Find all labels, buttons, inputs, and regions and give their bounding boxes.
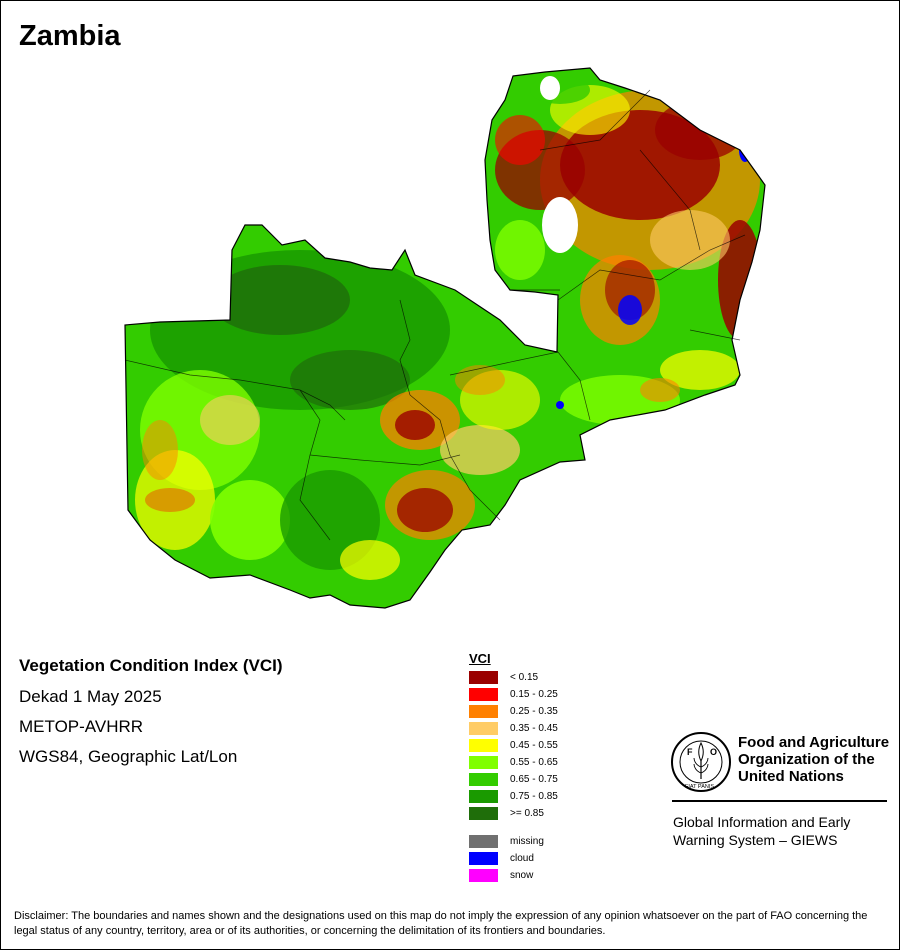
legend-label: 0.25 - 0.35	[510, 706, 558, 717]
legend-swatch-cloud	[469, 852, 498, 865]
legend-label: 0.55 - 0.65	[510, 757, 558, 768]
legend-swatch-045-055	[469, 739, 498, 752]
legend-label: 0.35 - 0.45	[510, 723, 558, 734]
map-title: Zambia	[19, 20, 121, 52]
legend-swatch-025-035	[469, 705, 498, 718]
legend-swatch-055-065	[469, 756, 498, 769]
legend-label: snow	[510, 870, 534, 881]
giews-name: Global Information and Early Warning Sys…	[673, 814, 851, 848]
legend-swatch-snow	[469, 869, 498, 882]
legend-swatch-065-075	[469, 773, 498, 786]
period-text: Dekad 1 May 2025	[19, 687, 162, 706]
legend-label: < 0.15	[510, 672, 539, 683]
legend-swatch-015-025	[469, 688, 498, 701]
zambia-vci-map	[124, 67, 766, 609]
disclaimer-text: Disclaimer: The boundaries and names sho…	[14, 910, 868, 937]
legend-label: cloud	[510, 853, 534, 864]
legend-label: missing	[510, 836, 544, 847]
legend-label: >= 0.85	[510, 808, 544, 819]
legend-label: 0.65 - 0.75	[510, 774, 558, 785]
logo-motto: FIAT PANIS	[685, 784, 714, 790]
legend-label: 0.75 - 0.85	[510, 791, 558, 802]
legend-swatch-lt-015	[469, 671, 498, 684]
svg-text:O: O	[710, 747, 717, 757]
sensor-text: METOP-AVHRR	[19, 717, 144, 736]
logo-letter: F	[687, 747, 693, 757]
legend-swatch-ge-085	[469, 807, 498, 820]
legend-swatch-075-085	[469, 790, 498, 803]
projection-text: WGS84, Geographic Lat/Lon	[19, 747, 238, 766]
legend-swatch-missing	[469, 835, 498, 848]
legend-label: 0.15 - 0.25	[510, 689, 558, 700]
index-title: Vegetation Condition Index (VCI)	[19, 656, 283, 675]
fao-name: Food and Agriculture Organization of the…	[738, 734, 890, 785]
fao-logo: F O FIAT PANIS	[671, 732, 731, 792]
legend-title: VCI	[469, 651, 491, 666]
legend-label: 0.45 - 0.55	[510, 740, 558, 751]
divider	[672, 800, 887, 802]
legend-swatch-035-045	[469, 722, 498, 735]
